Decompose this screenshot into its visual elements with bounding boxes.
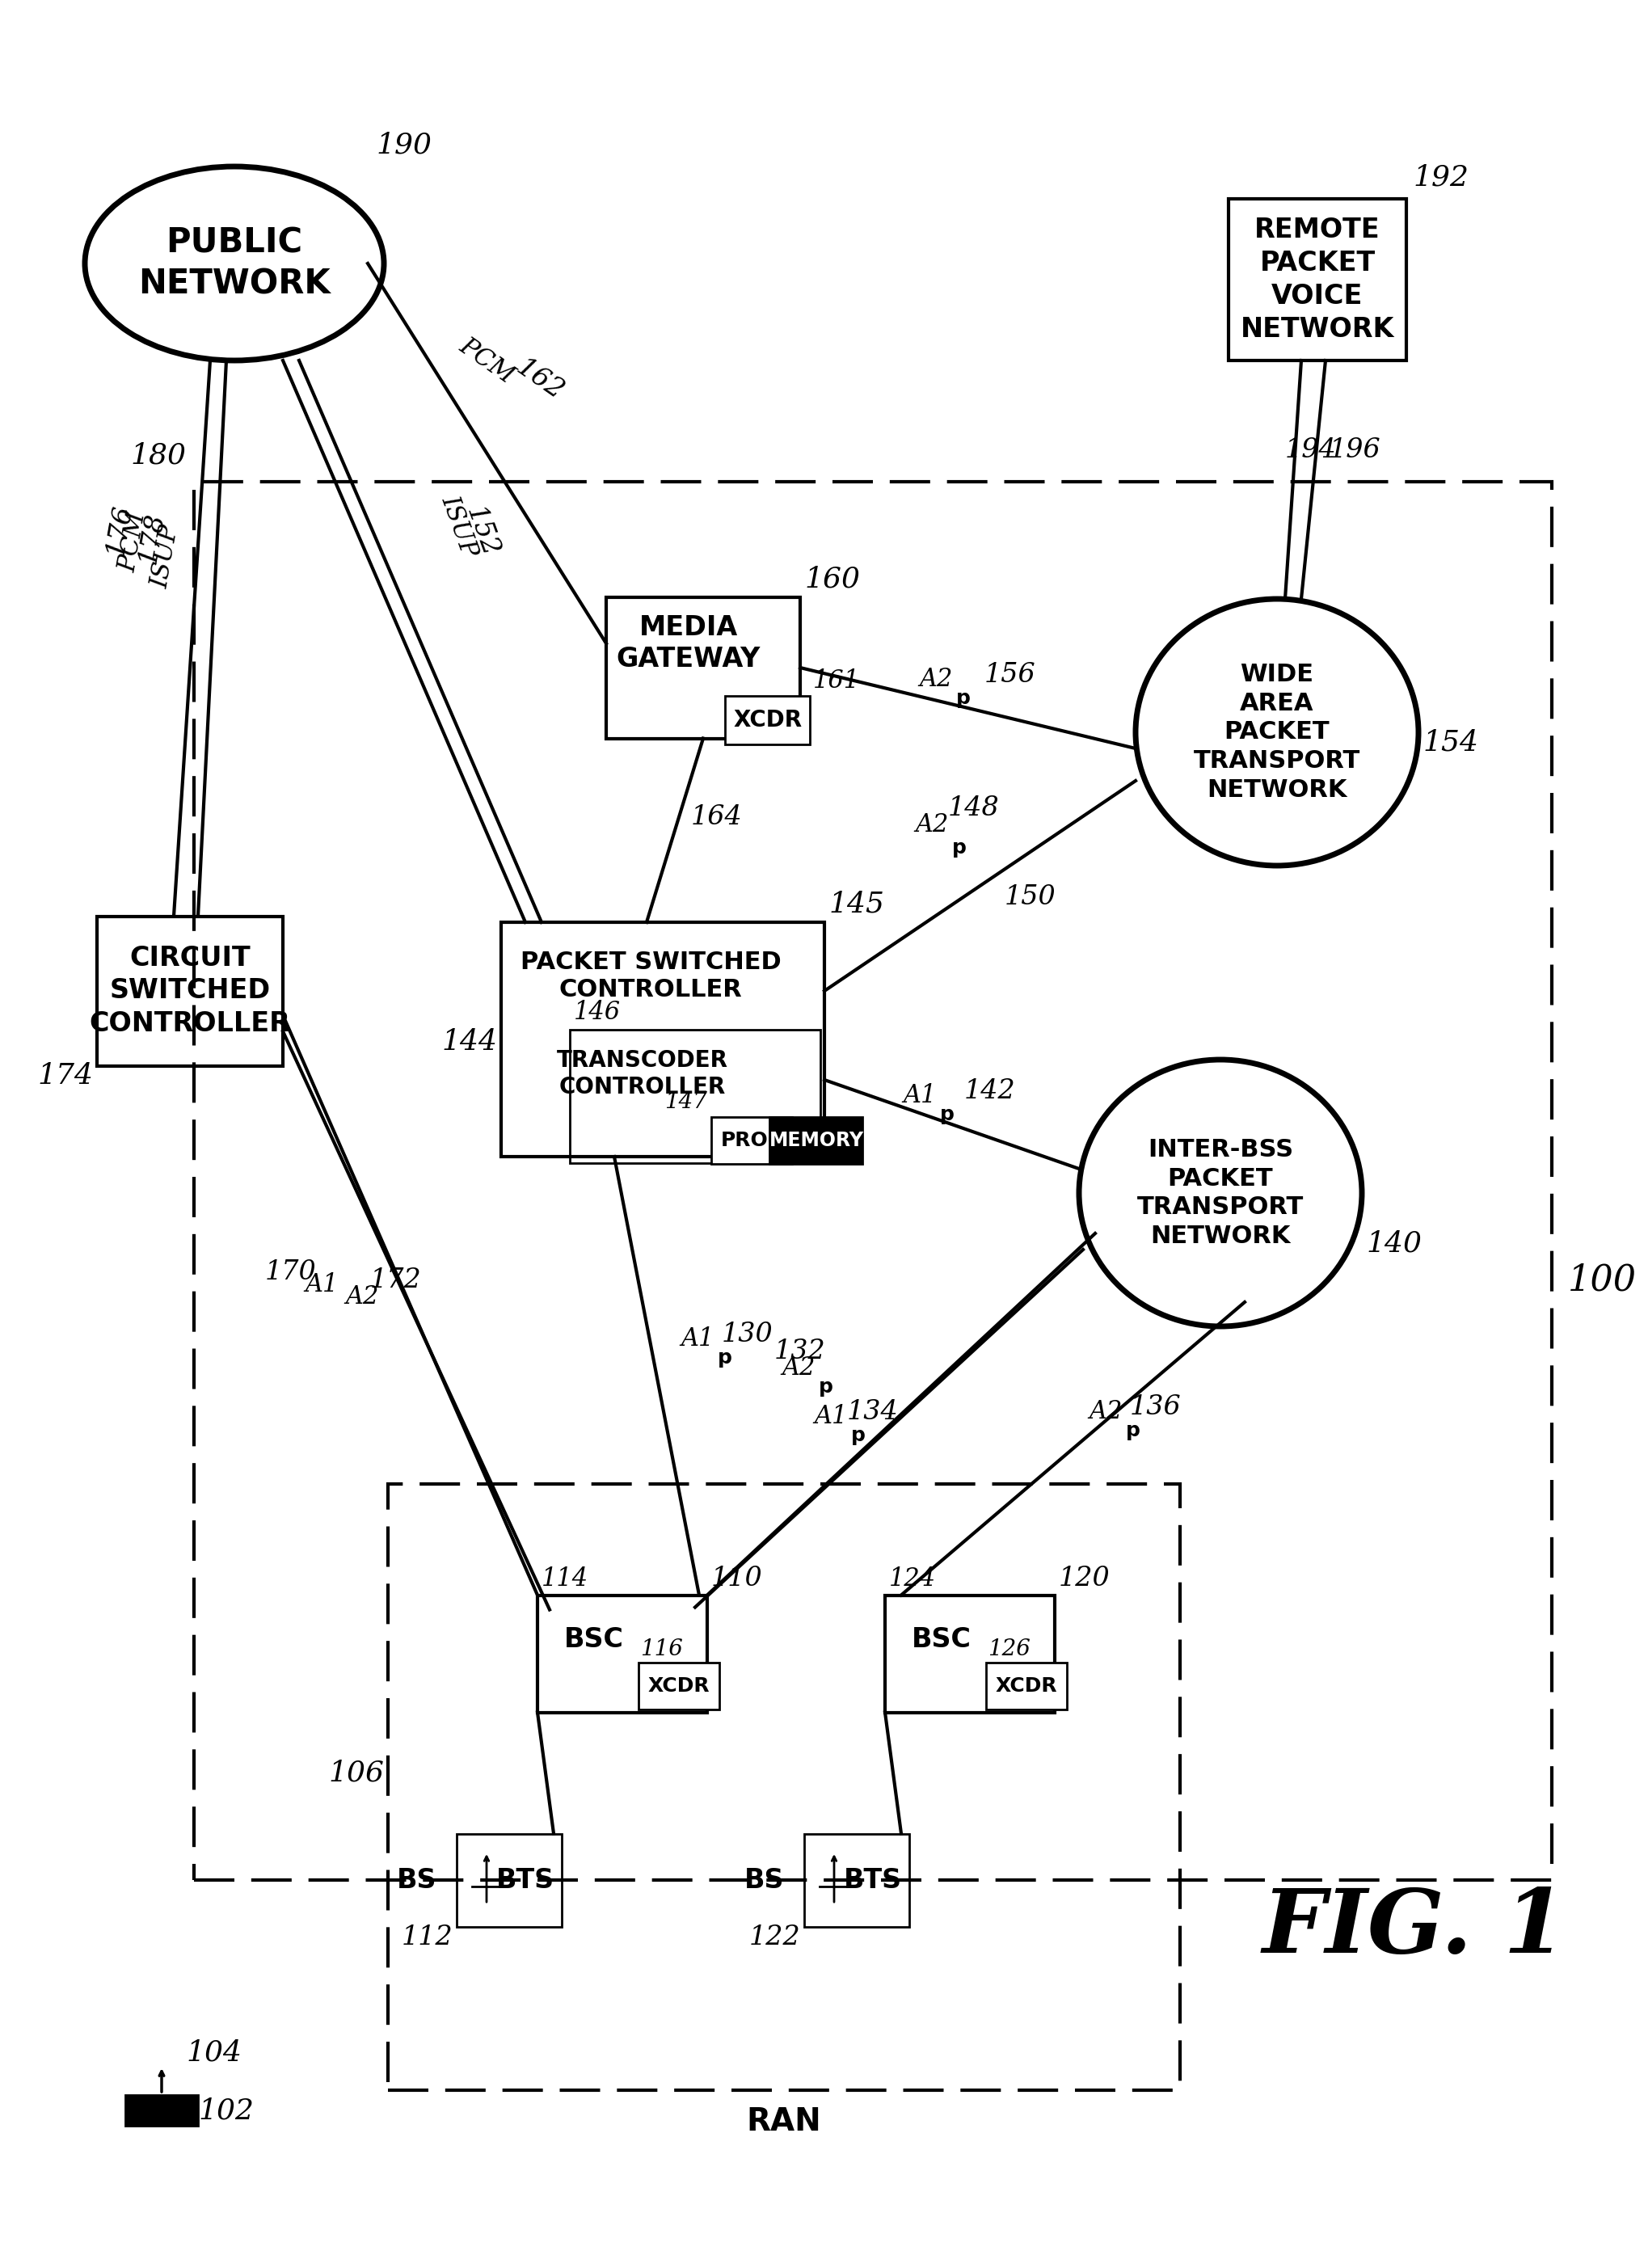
Text: p: p — [817, 1377, 832, 1397]
Text: PCM: PCM — [455, 333, 519, 388]
FancyBboxPatch shape — [710, 1118, 791, 1163]
Text: 150: 150 — [1004, 885, 1055, 909]
Text: 174: 174 — [38, 1061, 92, 1091]
Text: INTER-BSS
PACKET
TRANSPORT
NETWORK: INTER-BSS PACKET TRANSPORT NETWORK — [1137, 1139, 1304, 1247]
Text: XCDR: XCDR — [995, 1676, 1056, 1696]
Text: 136: 136 — [1129, 1395, 1180, 1420]
Text: 160: 160 — [804, 565, 860, 592]
Text: 144: 144 — [442, 1027, 496, 1055]
FancyBboxPatch shape — [638, 1662, 719, 1710]
Text: p: p — [850, 1427, 865, 1445]
Text: PCM: PCM — [115, 510, 150, 574]
Text: 178: 178 — [135, 510, 170, 565]
Text: p: p — [939, 1105, 954, 1125]
Text: 114: 114 — [541, 1565, 588, 1592]
Text: A2: A2 — [1089, 1399, 1122, 1424]
Text: 140: 140 — [1365, 1229, 1421, 1259]
Text: A1: A1 — [814, 1404, 847, 1429]
Text: A2: A2 — [915, 812, 948, 837]
Text: PACKET SWITCHED
CONTROLLER: PACKET SWITCHED CONTROLLER — [521, 950, 781, 1000]
Text: 146: 146 — [574, 1000, 621, 1025]
Text: A1: A1 — [681, 1327, 714, 1352]
Text: 120: 120 — [1058, 1565, 1109, 1592]
Text: MEMORY: MEMORY — [768, 1132, 864, 1150]
Text: PROC: PROC — [720, 1132, 783, 1150]
Text: CIRCUIT
SWITCHED
CONTROLLER: CIRCUIT SWITCHED CONTROLLER — [89, 946, 290, 1036]
Text: 190: 190 — [376, 132, 432, 159]
Text: 106: 106 — [328, 1760, 384, 1787]
Text: 132: 132 — [773, 1338, 826, 1365]
Text: 110: 110 — [710, 1565, 763, 1592]
Text: BS: BS — [743, 1867, 783, 1894]
Text: A1: A1 — [305, 1272, 338, 1297]
Text: A2: A2 — [346, 1284, 379, 1309]
Text: BSC: BSC — [564, 1626, 623, 1653]
Text: 126: 126 — [987, 1637, 1030, 1660]
Text: 116: 116 — [639, 1637, 682, 1660]
Text: BTS: BTS — [844, 1867, 901, 1894]
Text: BSC: BSC — [911, 1626, 971, 1653]
FancyBboxPatch shape — [770, 1118, 862, 1163]
Text: 176: 176 — [102, 501, 137, 558]
Text: 100: 100 — [1567, 1263, 1636, 1297]
Text: RAN: RAN — [747, 2107, 821, 2136]
Text: 142: 142 — [964, 1077, 1015, 1105]
Text: 194: 194 — [1284, 438, 1337, 463]
FancyBboxPatch shape — [725, 696, 809, 744]
Text: 172: 172 — [369, 1268, 422, 1293]
Text: p: p — [1126, 1422, 1139, 1440]
Text: 147: 147 — [664, 1091, 707, 1114]
Text: A1: A1 — [903, 1084, 936, 1109]
Text: 161: 161 — [812, 669, 859, 694]
Text: 104: 104 — [186, 2039, 242, 2066]
Text: 130: 130 — [722, 1322, 773, 1347]
Text: 145: 145 — [827, 891, 883, 919]
Text: 164: 164 — [691, 805, 742, 830]
Text: p: p — [717, 1349, 732, 1368]
Text: 170: 170 — [265, 1259, 316, 1286]
Text: XCDR: XCDR — [648, 1676, 710, 1696]
Text: ISUP: ISUP — [437, 492, 481, 560]
Text: BTS: BTS — [496, 1867, 554, 1894]
Text: A2: A2 — [781, 1356, 816, 1381]
Text: XCDR: XCDR — [733, 710, 803, 733]
Text: FIG. 1: FIG. 1 — [1262, 1885, 1566, 1971]
Text: 134: 134 — [845, 1399, 898, 1424]
Text: PUBLIC
NETWORK: PUBLIC NETWORK — [138, 225, 330, 302]
Text: 102: 102 — [198, 2098, 254, 2125]
FancyBboxPatch shape — [986, 1662, 1066, 1710]
Text: p: p — [951, 839, 966, 857]
Text: A2: A2 — [920, 667, 953, 692]
Text: 162: 162 — [511, 354, 569, 406]
Text: p: p — [956, 689, 969, 708]
Text: 152: 152 — [460, 503, 503, 560]
Text: BS: BS — [396, 1867, 437, 1894]
Text: WIDE
AREA
PACKET
TRANSPORT
NETWORK: WIDE AREA PACKET TRANSPORT NETWORK — [1193, 662, 1360, 803]
Text: 192: 192 — [1412, 163, 1468, 191]
Text: 124: 124 — [888, 1565, 936, 1592]
Text: MEDIA
GATEWAY: MEDIA GATEWAY — [616, 615, 760, 671]
FancyBboxPatch shape — [125, 2096, 198, 2125]
Text: 180: 180 — [130, 442, 186, 469]
Text: 196: 196 — [1328, 438, 1381, 463]
Text: 154: 154 — [1422, 728, 1478, 758]
Text: 112: 112 — [400, 1926, 453, 1950]
Text: TRANSCODER
CONTROLLER: TRANSCODER CONTROLLER — [557, 1050, 728, 1098]
Text: 122: 122 — [748, 1926, 799, 1950]
Text: 148: 148 — [948, 796, 999, 821]
Text: ISUP: ISUP — [147, 522, 183, 590]
Text: 156: 156 — [984, 662, 1035, 687]
Text: REMOTE
PACKET
VOICE
NETWORK: REMOTE PACKET VOICE NETWORK — [1239, 218, 1394, 342]
